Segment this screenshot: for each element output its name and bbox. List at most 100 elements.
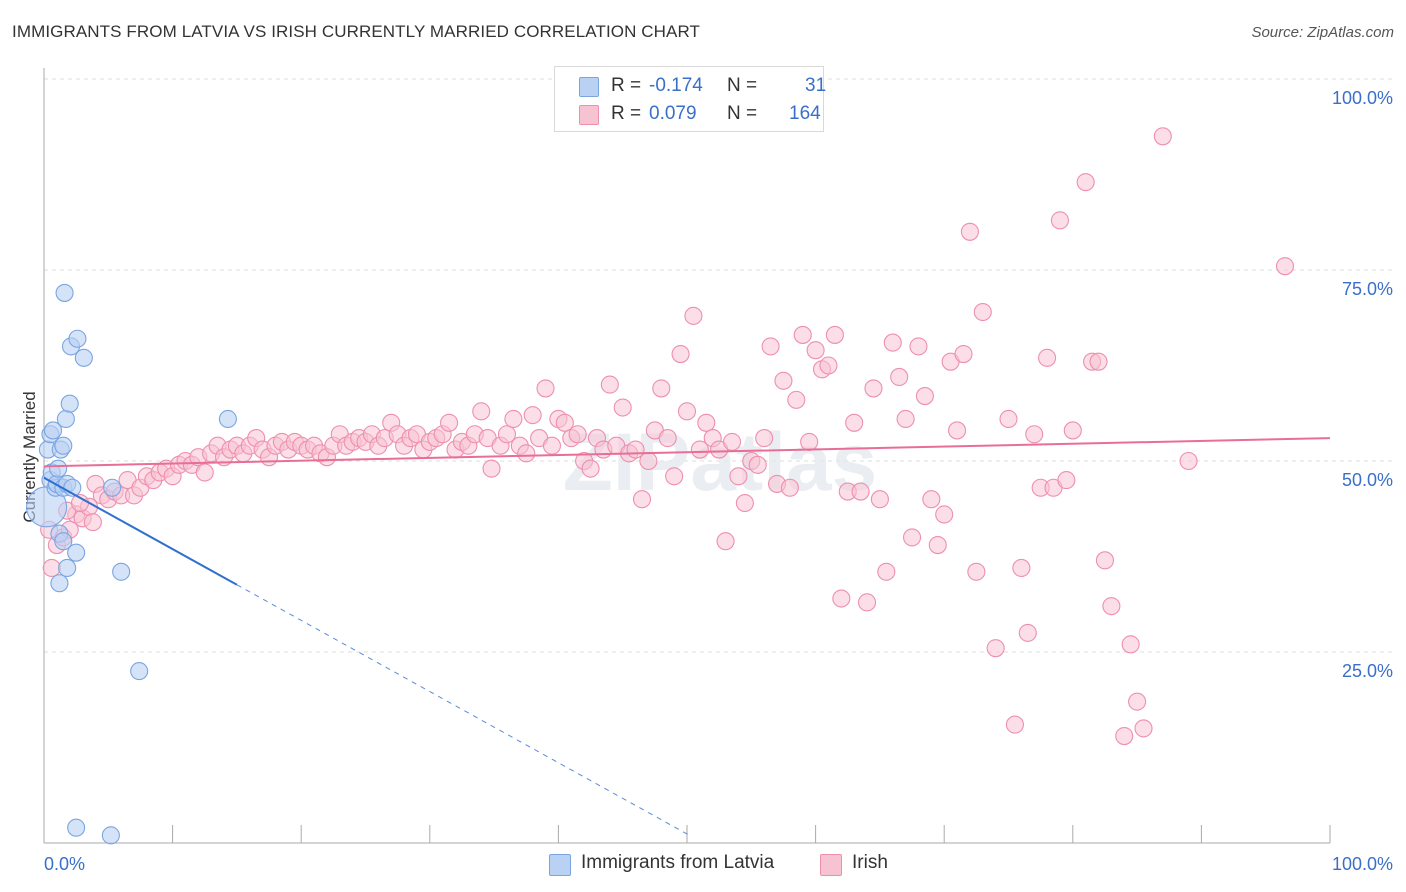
watermark: ZIPatlas: [563, 417, 877, 508]
irish-point: [677, 402, 697, 421]
irish-point: [864, 379, 883, 398]
irish-point: [735, 493, 754, 513]
irish-point: [780, 478, 799, 497]
irish-point: [960, 222, 979, 241]
irish-point: [195, 463, 214, 482]
irish-point: [1025, 425, 1044, 444]
irish-point: [851, 482, 870, 501]
irish-point: [832, 589, 851, 608]
irish-point: [542, 436, 562, 455]
irish-point: [568, 425, 587, 444]
irish-point: [999, 409, 1018, 429]
irish-point: [523, 406, 542, 425]
latvia-trend-extension: [236, 584, 690, 836]
irish-point: [883, 333, 902, 352]
irish-point: [1050, 211, 1069, 230]
irish-point: [819, 356, 838, 375]
irish-point: [517, 444, 536, 463]
latvia-point: [74, 348, 93, 367]
legend-r-label: R =: [611, 103, 642, 124]
irish-point: [83, 513, 102, 532]
irish-point: [1275, 257, 1295, 276]
irish-point: [935, 505, 954, 524]
x-tick-label: 0.0%: [44, 854, 85, 874]
legend: R = -0.174 N = 31 R = 0.079 N = 164: [554, 66, 827, 132]
irish-point: [684, 306, 703, 325]
y-tick-label: 100.0%: [1332, 88, 1393, 108]
irish-point: [482, 459, 501, 478]
y-tick-label: 25.0%: [1342, 661, 1393, 681]
irish-point: [1153, 127, 1172, 146]
latvia-point: [218, 409, 237, 429]
irish-point: [928, 535, 947, 555]
irish-point: [793, 325, 812, 344]
irish-point: [632, 490, 652, 509]
irish-point: [1076, 173, 1095, 192]
legend-r-value: 0.079: [649, 103, 697, 124]
axes: [43, 68, 1331, 844]
latvia-point: [54, 436, 73, 455]
legend-swatch-irish: [579, 105, 599, 125]
latvia-point: [58, 558, 77, 578]
irish-point: [761, 337, 780, 356]
irish-point: [986, 639, 1005, 658]
latvia-point: [67, 543, 86, 562]
irish-point: [1057, 471, 1076, 490]
irish-point: [890, 367, 909, 387]
irish-point: [729, 467, 748, 486]
irish-point: [658, 429, 677, 448]
irish-point: [497, 425, 517, 444]
irish-point: [665, 467, 684, 486]
irish-point: [1095, 551, 1114, 570]
latvia-point: [54, 532, 73, 551]
irish-point: [536, 379, 555, 398]
irish-point: [774, 371, 793, 390]
irish-point: [690, 440, 709, 459]
irish-point: [1102, 597, 1121, 616]
irish-point: [915, 387, 934, 406]
bottom-legend-swatch-irish: [820, 854, 842, 876]
irish-point: [613, 398, 632, 417]
legend-n-value: 31: [805, 75, 827, 96]
latvia-point: [49, 459, 68, 478]
irish-point: [472, 402, 491, 421]
irish-point: [42, 558, 61, 578]
irish-point: [1179, 451, 1198, 471]
latvia-point: [50, 574, 69, 593]
y-tick-label: 75.0%: [1342, 279, 1393, 299]
trend-lines: [43, 437, 1331, 836]
y-tick-label: 50.0%: [1342, 470, 1393, 490]
irish-point: [922, 490, 941, 509]
irish-point: [1089, 352, 1108, 371]
irish-point: [825, 325, 844, 344]
irish-point: [954, 344, 973, 364]
irish-point: [948, 421, 967, 440]
irish-point: [1063, 421, 1082, 440]
irish-point: [1121, 635, 1140, 654]
source-label: Source: ZipAtlas.com: [1251, 24, 1394, 41]
irish-point: [806, 341, 825, 360]
tick-labels: 25.0% 50.0% 75.0% 100.0% 0.0% 100.0%: [44, 88, 1393, 874]
irish-point: [755, 429, 774, 448]
legend-n-label: N =: [727, 75, 758, 96]
bottom-legend-swatch-latvia: [549, 854, 571, 876]
irish-point: [697, 413, 716, 432]
latvia-trend-line: [43, 476, 238, 586]
bottom-legend-label-irish: Irish: [852, 852, 888, 873]
legend-r-label: R =: [611, 75, 642, 96]
irish-point: [896, 409, 915, 429]
latvia-point: [56, 409, 75, 429]
irish-point: [1115, 726, 1134, 746]
irish-point: [787, 390, 806, 409]
irish-point: [870, 490, 889, 509]
irish-point: [902, 528, 922, 547]
latvia-point: [101, 826, 120, 845]
irish-point: [1005, 715, 1024, 734]
irish-point: [1128, 692, 1147, 711]
irish-point: [652, 379, 671, 398]
x-tick-label: 100.0%: [1332, 854, 1393, 874]
chart-title: IMMIGRANTS FROM LATVIA VS IRISH CURRENTL…: [12, 22, 701, 41]
latvia-point: [43, 421, 63, 440]
irish-point: [716, 532, 735, 551]
bottom-legend-label-latvia: Immigrants from Latvia: [581, 852, 775, 873]
